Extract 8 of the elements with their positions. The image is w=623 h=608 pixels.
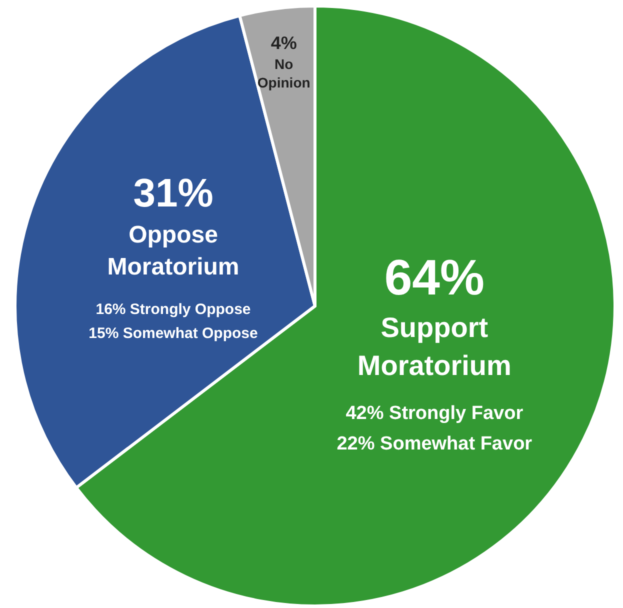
slice-label: No Opinion bbox=[257, 56, 310, 91]
data-label: 4% bbox=[270, 33, 297, 54]
data-label: 31% bbox=[133, 172, 214, 216]
slice-label: Support Moratorium bbox=[357, 312, 512, 381]
data-label: 64% bbox=[384, 249, 484, 306]
text: 42% Strongly Favor 22% Somewhat Favor bbox=[336, 402, 533, 454]
slice-label: Oppose Moratorium bbox=[107, 221, 240, 281]
text: 16% Strongly Oppose 15% Somewhat Oppose bbox=[88, 300, 258, 342]
